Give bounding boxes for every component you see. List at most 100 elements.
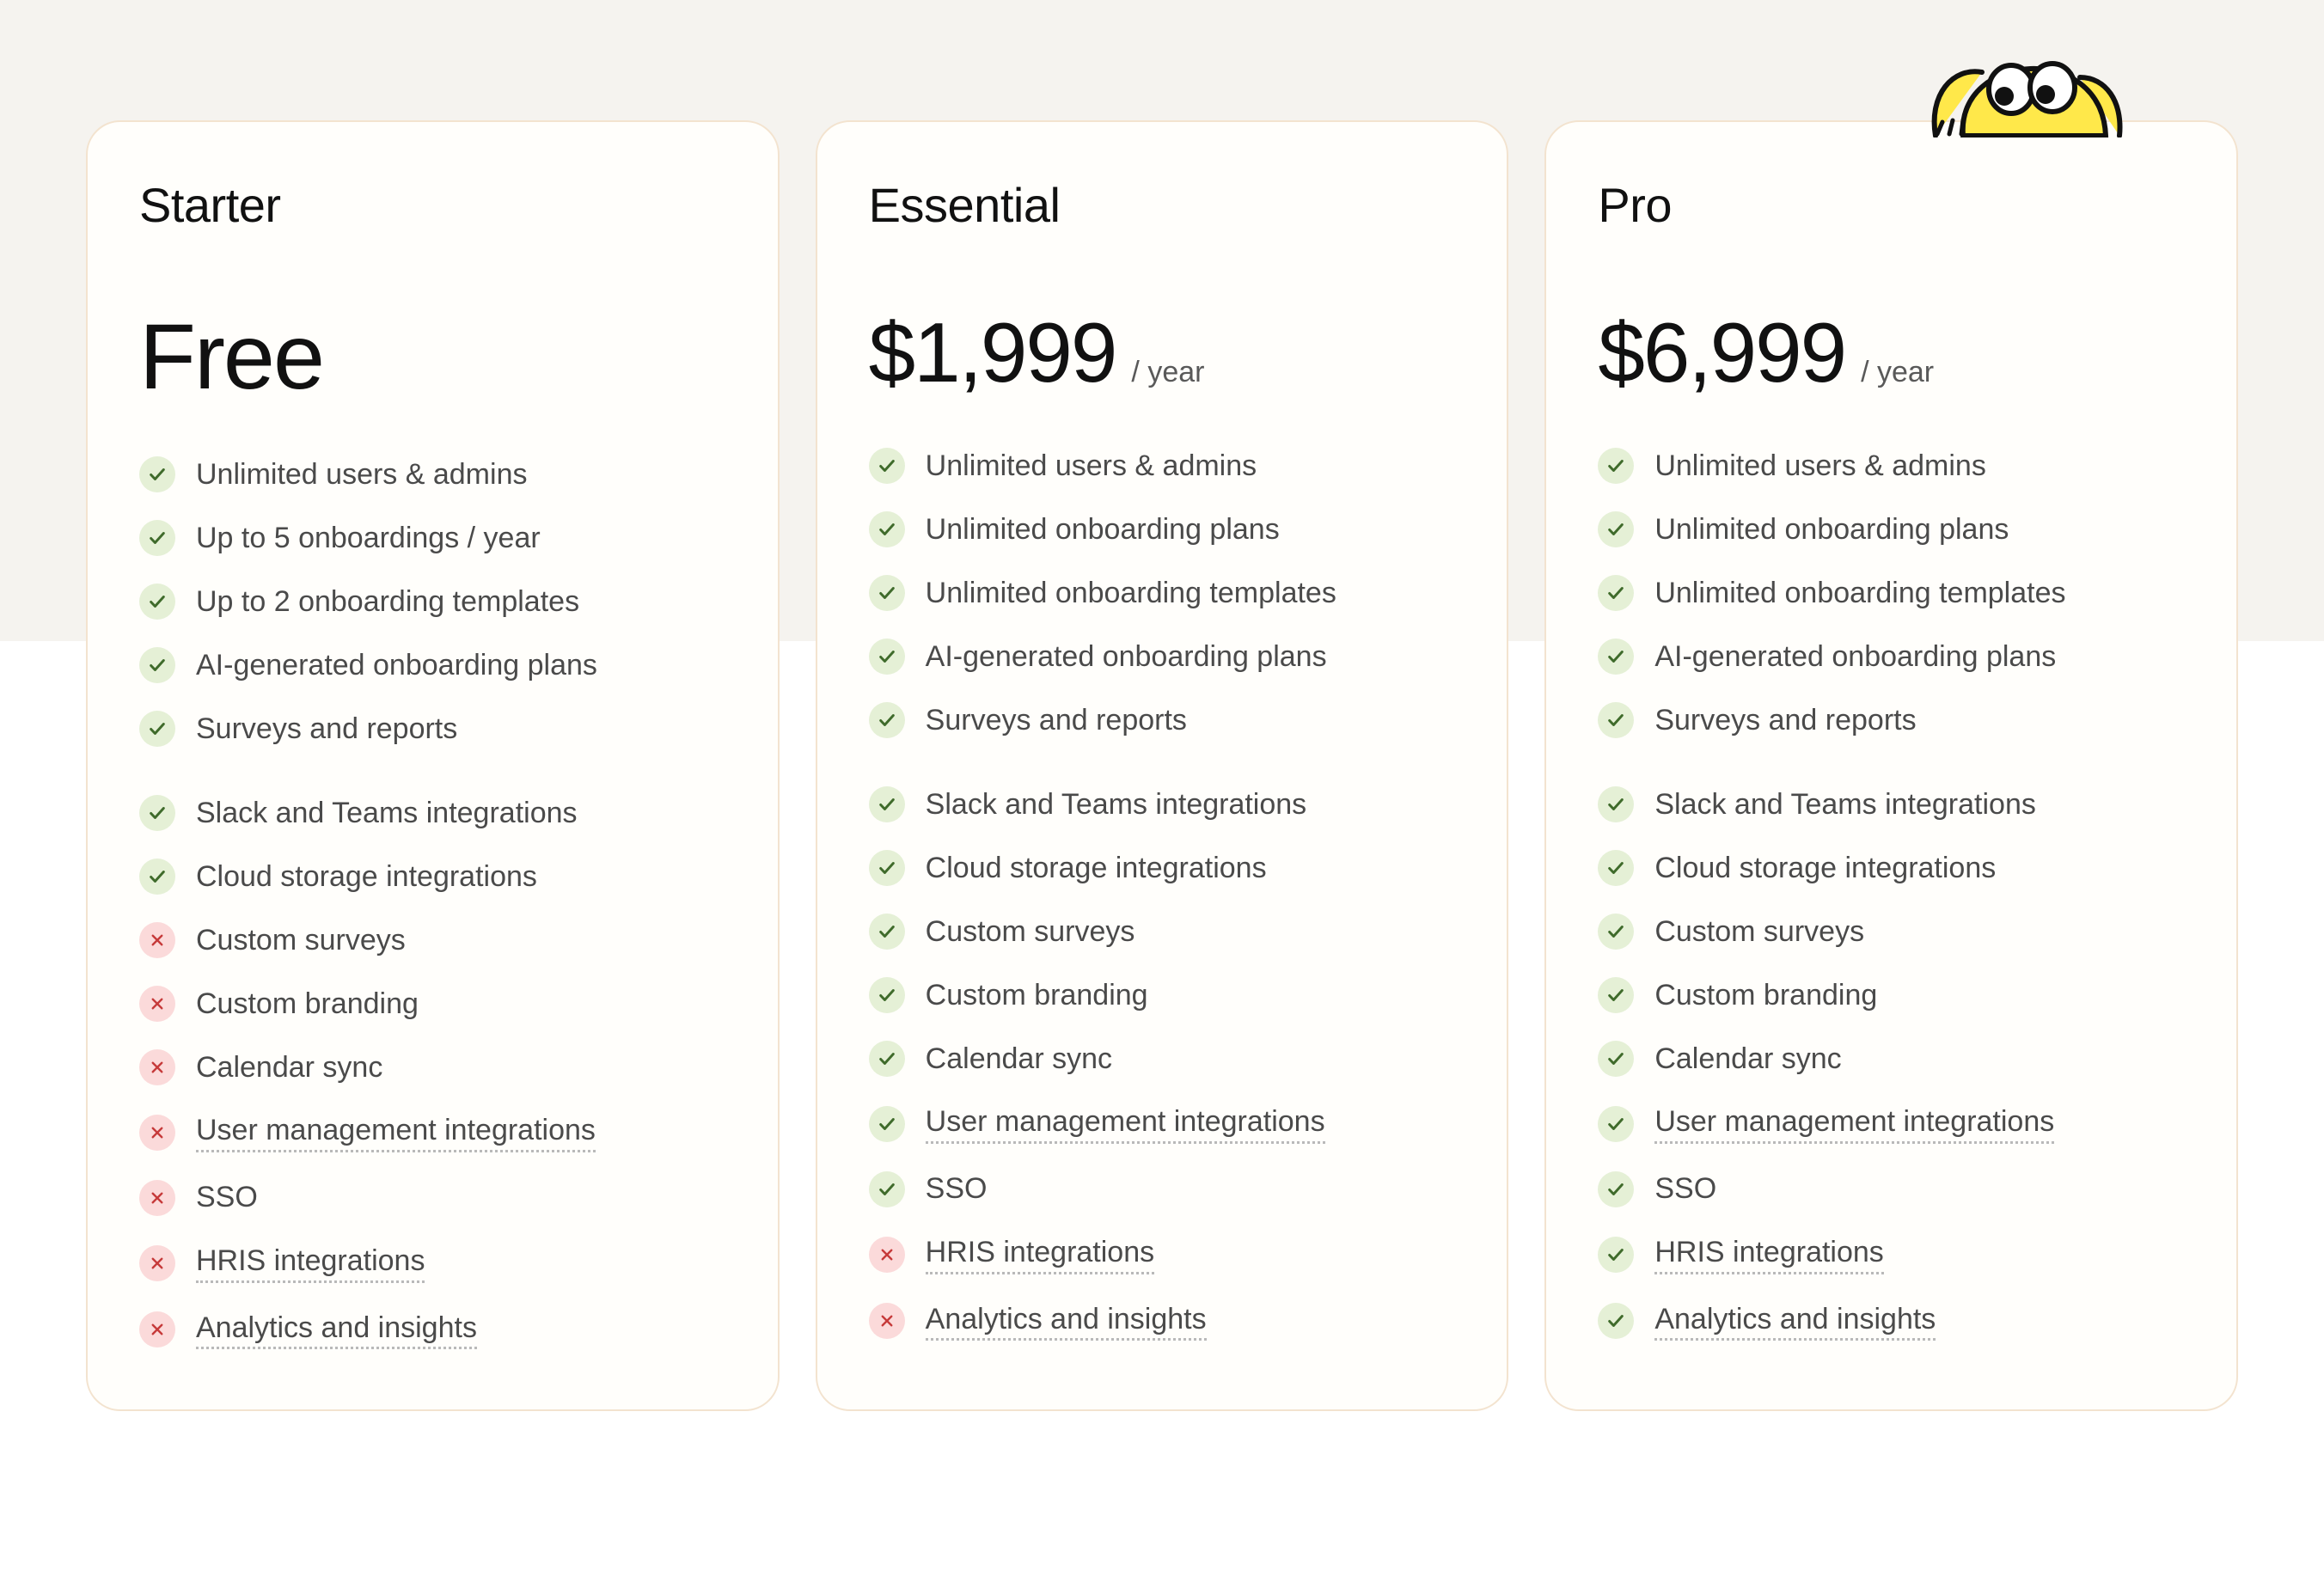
feature-label: Cloud storage integrations	[926, 851, 1267, 886]
feature-label[interactable]: Analytics and insights	[926, 1302, 1207, 1341]
check-icon	[869, 1106, 905, 1142]
cross-icon	[869, 1303, 905, 1339]
feature-label: Slack and Teams integrations	[1654, 787, 2036, 822]
feature-label: Custom surveys	[926, 914, 1135, 950]
feature-row: Up to 2 onboarding templates	[139, 584, 726, 620]
feature-label[interactable]: HRIS integrations	[1654, 1235, 1883, 1274]
feature-label: Unlimited onboarding templates	[926, 576, 1336, 611]
check-icon	[869, 575, 905, 611]
feature-row: Calendar sync	[1598, 1041, 2185, 1077]
check-icon	[1598, 702, 1634, 738]
feature-row: Cloud storage integrations	[869, 850, 1456, 886]
check-icon	[1598, 850, 1634, 886]
feature-label: SSO	[196, 1180, 258, 1215]
feature-group: Slack and Teams integrations Cloud storag…	[869, 786, 1456, 1341]
feature-row: Slack and Teams integrations	[869, 786, 1456, 822]
plan-name: Pro	[1598, 177, 2185, 233]
feature-row: Cloud storage integrations	[1598, 850, 2185, 886]
feature-row: Surveys and reports	[1598, 702, 2185, 738]
feature-label: Slack and Teams integrations	[926, 787, 1307, 822]
feature-row: AI-generated onboarding plans	[1598, 639, 2185, 675]
check-icon	[1598, 1041, 1634, 1077]
feature-label: Calendar sync	[1654, 1042, 1841, 1077]
feature-label[interactable]: Analytics and insights	[1654, 1302, 1936, 1341]
check-icon	[1598, 786, 1634, 822]
feature-label[interactable]: HRIS integrations	[196, 1244, 425, 1283]
feature-label[interactable]: User management integrations	[926, 1104, 1325, 1144]
feature-label: Custom branding	[1654, 978, 1877, 1013]
cross-icon	[139, 986, 175, 1022]
feature-label: Unlimited onboarding plans	[1654, 512, 2009, 547]
feature-label: Calendar sync	[196, 1050, 382, 1085]
feature-group: Unlimited users & admins Unlimited onboar…	[1598, 448, 2185, 738]
feature-row: Unlimited onboarding plans	[869, 511, 1456, 547]
feature-row: Calendar sync	[869, 1041, 1456, 1077]
feature-label: Cloud storage integrations	[196, 859, 537, 895]
feature-label: Unlimited users & admins	[196, 457, 527, 492]
plan-name: Essential	[869, 177, 1456, 233]
feature-label: Up to 5 onboardings / year	[196, 521, 541, 556]
check-icon	[139, 456, 175, 492]
check-icon	[869, 511, 905, 547]
feature-row: Analytics and insights	[1598, 1302, 2185, 1341]
check-icon	[869, 1041, 905, 1077]
feature-label: Unlimited users & admins	[926, 449, 1257, 484]
check-icon	[869, 914, 905, 950]
price-row: Free	[139, 310, 726, 403]
feature-row: SSO	[1598, 1171, 2185, 1207]
feature-label: SSO	[1654, 1171, 1716, 1207]
check-icon	[869, 850, 905, 886]
price-row: $6,999/ year	[1598, 310, 2185, 394]
feature-group: Slack and Teams integrations Cloud storag…	[1598, 786, 2185, 1341]
check-icon	[869, 1171, 905, 1207]
check-icon	[1598, 511, 1634, 547]
check-icon	[1598, 575, 1634, 611]
check-icon	[1598, 639, 1634, 675]
feature-row: Unlimited onboarding templates	[869, 575, 1456, 611]
pricing-card-pro: Pro$6,999/ yearUnlimited users & adminsU…	[1544, 120, 2238, 1411]
feature-label: Unlimited users & admins	[1654, 449, 1985, 484]
plan-price: $6,999	[1598, 310, 1845, 394]
feature-label[interactable]: Analytics and insights	[196, 1311, 477, 1350]
feature-row: Unlimited users & admins	[1598, 448, 2185, 484]
feature-label: Unlimited onboarding plans	[926, 512, 1280, 547]
feature-label[interactable]: User management integrations	[196, 1113, 596, 1152]
feature-row: User management integrations	[139, 1113, 726, 1152]
feature-label: SSO	[926, 1171, 988, 1207]
feature-label[interactable]: User management integrations	[1654, 1104, 2054, 1144]
feature-label: Custom branding	[926, 978, 1148, 1013]
mascot-peek-icon	[1903, 0, 2126, 142]
check-icon	[1598, 448, 1634, 484]
feature-row: User management integrations	[869, 1104, 1456, 1144]
feature-row: HRIS integrations	[869, 1235, 1456, 1274]
feature-row: Unlimited users & admins	[139, 456, 726, 492]
feature-row: Custom branding	[1598, 977, 2185, 1013]
check-icon	[139, 647, 175, 683]
feature-label: Custom branding	[196, 987, 419, 1022]
cross-icon	[139, 1115, 175, 1151]
feature-label[interactable]: HRIS integrations	[926, 1235, 1154, 1274]
check-icon	[1598, 977, 1634, 1013]
feature-label: Up to 2 onboarding templates	[196, 584, 579, 620]
feature-row: Cloud storage integrations	[139, 859, 726, 895]
check-icon	[139, 859, 175, 895]
feature-row: Slack and Teams integrations	[139, 795, 726, 831]
check-icon	[1598, 914, 1634, 950]
check-icon	[1598, 1171, 1634, 1207]
pricing-card-essential: Essential$1,999/ yearUnlimited users & a…	[816, 120, 1509, 1411]
feature-row: Calendar sync	[139, 1049, 726, 1085]
check-icon	[869, 639, 905, 675]
feature-row: SSO	[869, 1171, 1456, 1207]
feature-label: Surveys and reports	[926, 703, 1187, 738]
feature-row: HRIS integrations	[139, 1244, 726, 1283]
check-icon	[869, 702, 905, 738]
cross-icon	[869, 1237, 905, 1273]
feature-row: HRIS integrations	[1598, 1235, 2185, 1274]
feature-row: SSO	[139, 1180, 726, 1216]
feature-row: Custom branding	[869, 977, 1456, 1013]
feature-row: Unlimited onboarding plans	[1598, 511, 2185, 547]
feature-label: AI-generated onboarding plans	[196, 648, 597, 683]
check-icon	[869, 448, 905, 484]
feature-label: AI-generated onboarding plans	[926, 639, 1327, 675]
check-icon	[139, 584, 175, 620]
